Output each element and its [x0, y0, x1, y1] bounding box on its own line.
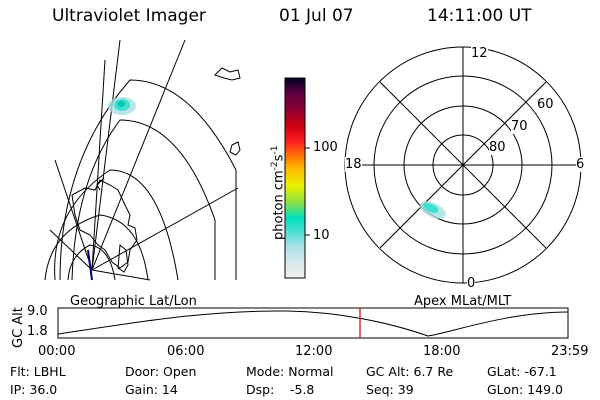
lat-60-label: 60 [537, 97, 554, 112]
colorbar-label: photon cm-2s-1 [270, 145, 287, 240]
polar-plot-label: Apex MLat/MLT [414, 294, 512, 309]
glon-status: GLon: 149.0 [487, 382, 563, 397]
xtick-2359: 23:59 [551, 344, 589, 359]
time-label: 14:11:00 UT [427, 6, 532, 26]
colorbar-tick-100: 100 [313, 140, 338, 155]
ytick-9: 9.0 [27, 304, 48, 319]
xtick-0600: 06:00 [167, 344, 205, 359]
date-label: 01 Jul 07 [279, 6, 354, 26]
door-status: Door: Open [125, 364, 197, 379]
colorbar-tick-10: 10 [313, 228, 330, 243]
instrument-title: Ultraviolet Imager [52, 6, 206, 26]
mlt-12-label: 12 [471, 46, 488, 61]
ytick-1-8: 1.8 [27, 324, 48, 339]
altitude-timeline [57, 307, 569, 339]
gc-alt-status: GC Alt: 6.7 Re [366, 364, 454, 379]
timeline-ylabel: GC Alt [11, 307, 26, 348]
colorbar [284, 77, 310, 279]
geographic-map [44, 39, 241, 281]
geo-map-label: Geographic Lat/Lon [70, 294, 197, 309]
polar-plot [344, 46, 582, 284]
seq-status: Seq: 39 [366, 382, 414, 397]
dsp-value: -5.8 [290, 382, 315, 397]
lat-70-label: 70 [511, 119, 528, 134]
xtick-0000: 00:00 [38, 344, 76, 359]
dsp-label: Dsp: [246, 382, 275, 397]
mlt-18-label: 18 [345, 157, 362, 172]
gain-status: Gain: 14 [125, 382, 178, 397]
glat-status: GLat: -67.1 [487, 364, 557, 379]
mlt-0-label: 0 [467, 276, 476, 291]
filter-status: Flt: LBHL [10, 364, 66, 379]
xtick-1200: 12:00 [295, 344, 333, 359]
xtick-1800: 18:00 [423, 344, 461, 359]
ip-status: IP: 36.0 [10, 382, 58, 397]
mode-status: Mode: Normal [246, 364, 334, 379]
mlt-6-label: 6 [576, 157, 585, 172]
lat-80-label: 80 [489, 140, 506, 155]
